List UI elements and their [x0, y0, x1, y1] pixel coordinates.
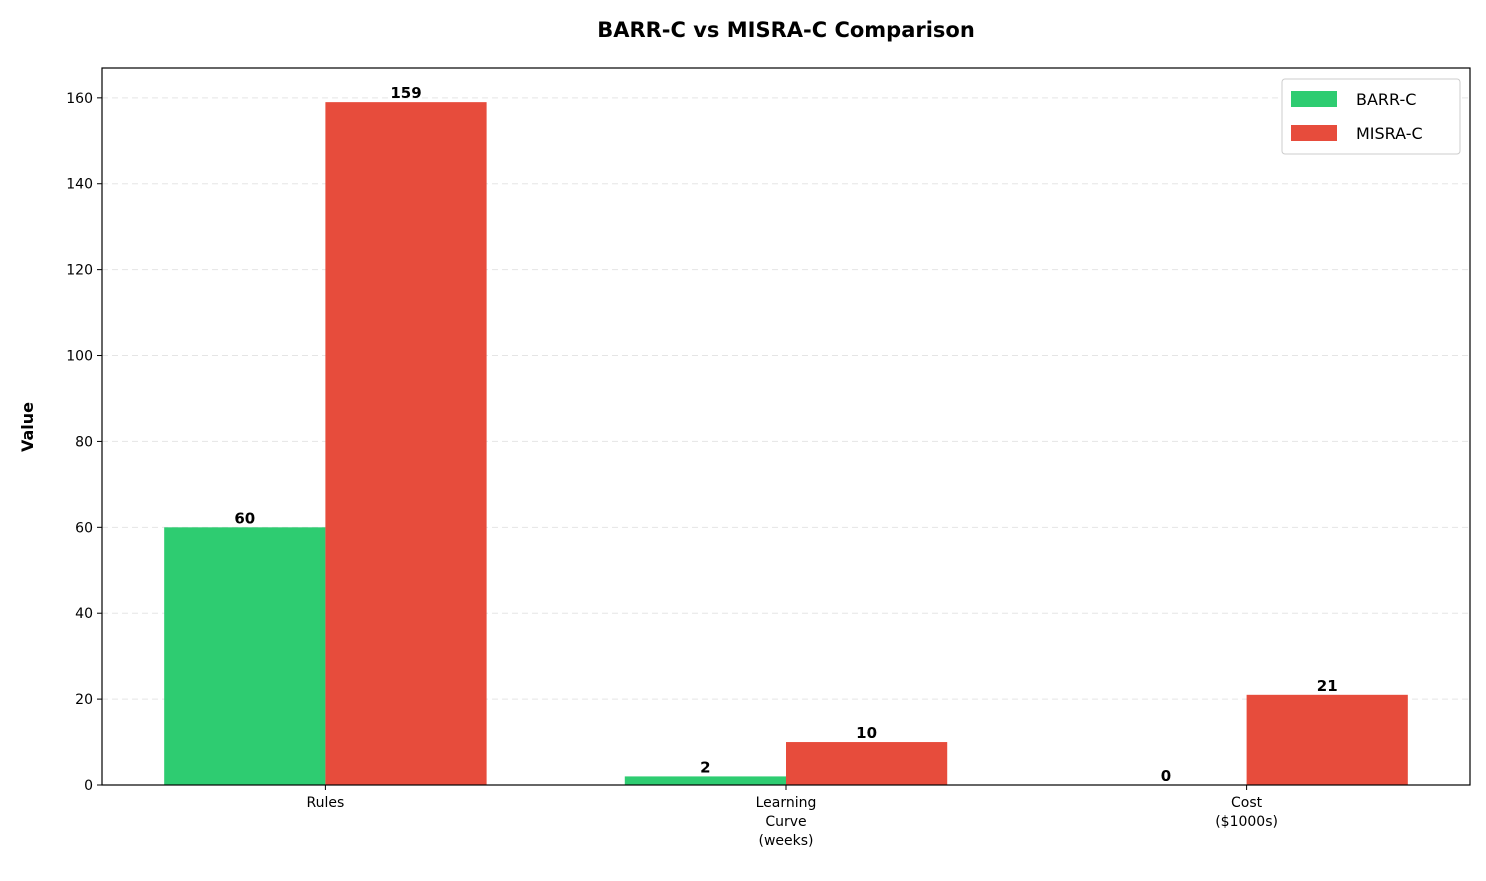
x-tick-label: Learning Curve (weeks): [756, 795, 817, 849]
legend-label: MISRA-C: [1356, 124, 1423, 143]
bar-misra-c: [1246, 694, 1408, 785]
y-tick-label: 20: [75, 692, 93, 708]
legend-label: BARR-C: [1356, 90, 1416, 109]
bar-misra-c: [786, 742, 948, 785]
bar-barr-c: [164, 527, 326, 785]
bar-misra-c: [325, 102, 487, 785]
y-axis-label: Value: [18, 402, 37, 452]
data-label: 0: [1161, 767, 1171, 785]
legend-swatch: [1291, 91, 1337, 107]
bar-barr-c: [624, 776, 786, 785]
x-tick-label: Cost ($1000s): [1215, 795, 1278, 830]
data-label: 159: [390, 84, 421, 102]
y-tick-label: 160: [66, 91, 93, 107]
y-tick-label: 120: [66, 263, 93, 279]
y-tick-label: 60: [75, 520, 93, 536]
data-label: 60: [234, 509, 255, 527]
data-label: 2: [700, 758, 710, 776]
x-tick-label: Rules: [307, 795, 345, 811]
legend: BARR-C MISRA-C: [1281, 78, 1461, 155]
legend-swatch: [1291, 125, 1337, 141]
y-tick-label: 80: [75, 434, 93, 450]
bars: [164, 102, 1408, 785]
y-tick-label: 100: [66, 349, 93, 365]
y-tick-label: 40: [75, 606, 93, 622]
y-tick-label: 0: [84, 778, 93, 794]
data-labels: 60 2 0 159 10 21: [234, 84, 1337, 785]
data-label: 21: [1317, 677, 1338, 695]
chart-title: BARR-C vs MISRA-C Comparison: [597, 18, 975, 42]
data-label: 10: [856, 724, 877, 742]
y-tick-label: 140: [66, 177, 93, 193]
grid-lines: [102, 97, 1470, 786]
